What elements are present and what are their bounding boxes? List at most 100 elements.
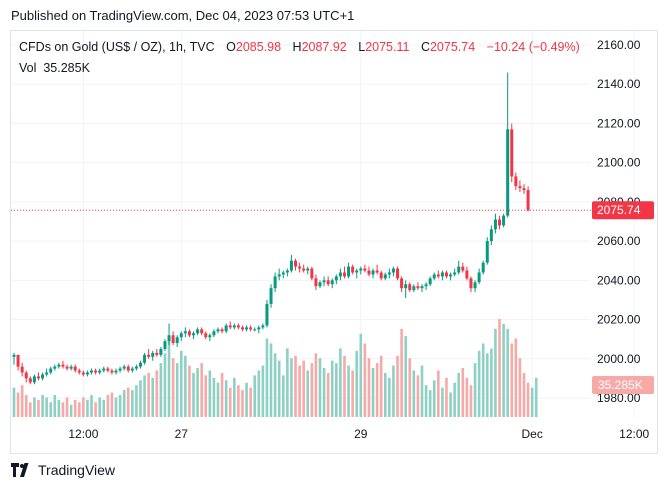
volume-bar <box>151 377 155 417</box>
volume-bar <box>29 402 32 417</box>
volume-value: 35.285K <box>43 61 90 75</box>
last-price-tag: 2075.74 <box>592 201 654 220</box>
volume-bar <box>175 363 179 417</box>
candle <box>428 276 432 287</box>
volume-bar <box>16 392 20 417</box>
volume-bar <box>286 348 289 417</box>
candle-body <box>506 129 510 216</box>
candle <box>49 366 53 375</box>
candle-body <box>432 274 436 279</box>
volume-bar <box>208 370 212 417</box>
grid-lines <box>11 31 635 418</box>
volume-legend: Vol 35.285K <box>19 61 90 75</box>
candle-body <box>412 286 416 291</box>
volume-bar <box>131 390 134 417</box>
candle-body <box>236 325 240 328</box>
candle-body <box>212 331 216 336</box>
candle <box>118 366 122 373</box>
candle-body <box>94 370 98 373</box>
volume-bar <box>514 338 518 417</box>
volume-bar <box>461 368 465 417</box>
candle-body <box>404 284 408 289</box>
low-label: L <box>358 40 366 54</box>
candle <box>228 321 232 330</box>
candle-body <box>265 303 269 326</box>
candle <box>461 262 465 273</box>
volume-bar <box>477 350 481 417</box>
time-axis[interactable]: 12:00 27 29 Dec 12:00 <box>68 427 649 441</box>
volume-label: Vol <box>19 61 37 75</box>
volume-bar <box>351 370 354 417</box>
candle-body <box>310 268 314 279</box>
candle <box>249 325 253 332</box>
candle <box>224 323 228 334</box>
candle <box>383 272 387 281</box>
time-tick-label: 29 <box>354 427 368 441</box>
candle <box>436 270 440 279</box>
volume-bar <box>441 387 444 417</box>
candle-body <box>134 366 138 369</box>
candle <box>314 274 318 291</box>
candle <box>493 213 497 234</box>
chart-frame[interactable] <box>10 30 658 454</box>
candle-body <box>526 190 530 211</box>
candle <box>236 323 240 330</box>
candle <box>216 327 220 334</box>
candle-body <box>408 284 412 291</box>
candle <box>163 339 167 351</box>
candle <box>510 123 514 183</box>
candle <box>269 284 273 308</box>
candle-body <box>171 335 175 344</box>
candle-body <box>216 329 220 332</box>
candle-body <box>469 278 473 289</box>
candle-body <box>498 219 502 226</box>
volume-bar <box>135 385 138 417</box>
candle-body <box>294 260 298 267</box>
candle <box>110 368 114 375</box>
volume-bar <box>196 368 199 417</box>
volume-bar <box>126 387 130 417</box>
ohlc-legend: CFDs on Gold (US$ / OZ), 1h, TVC O2085.9… <box>19 40 580 54</box>
volume-bar <box>298 365 301 417</box>
volume-bar <box>400 328 403 417</box>
high-value: 2087.92 <box>301 40 347 54</box>
candle-body <box>489 229 493 242</box>
volume-bar <box>216 382 220 417</box>
volume-bar <box>33 397 36 417</box>
volume-bar <box>453 382 456 417</box>
candle-body <box>12 354 16 357</box>
open-label: O <box>226 40 236 54</box>
tradingview-brand[interactable]: TradingView <box>11 462 115 478</box>
candle-body <box>387 272 391 275</box>
candle-body <box>518 186 522 189</box>
volume-bar <box>49 402 53 417</box>
published-caption: Published on TradingView.com, Dec 04, 20… <box>11 8 355 23</box>
candle-body <box>200 329 204 334</box>
volume-bar <box>122 390 126 417</box>
volume-bar <box>339 348 342 417</box>
candle-body <box>322 280 326 283</box>
candle-body <box>473 282 477 289</box>
change-value: −10.24 (−0.49%) <box>486 40 580 54</box>
candle <box>106 366 110 373</box>
candle-body <box>110 370 114 373</box>
candle-body <box>416 286 420 289</box>
candle <box>506 72 510 218</box>
candle-body <box>208 335 212 338</box>
volume-bar <box>371 368 375 417</box>
candle-body <box>147 354 151 357</box>
brand-name: TradingView <box>38 462 116 478</box>
candle-body <box>155 352 159 355</box>
candle <box>351 264 355 275</box>
candle <box>477 268 481 285</box>
candle <box>69 364 73 371</box>
volume-bar <box>257 370 261 417</box>
volume-bar <box>322 368 326 417</box>
candle <box>481 260 485 275</box>
candle <box>32 374 36 385</box>
volume-bar <box>57 399 61 417</box>
candle-body <box>420 286 424 289</box>
volume-bar <box>249 387 252 417</box>
candle <box>94 368 98 375</box>
